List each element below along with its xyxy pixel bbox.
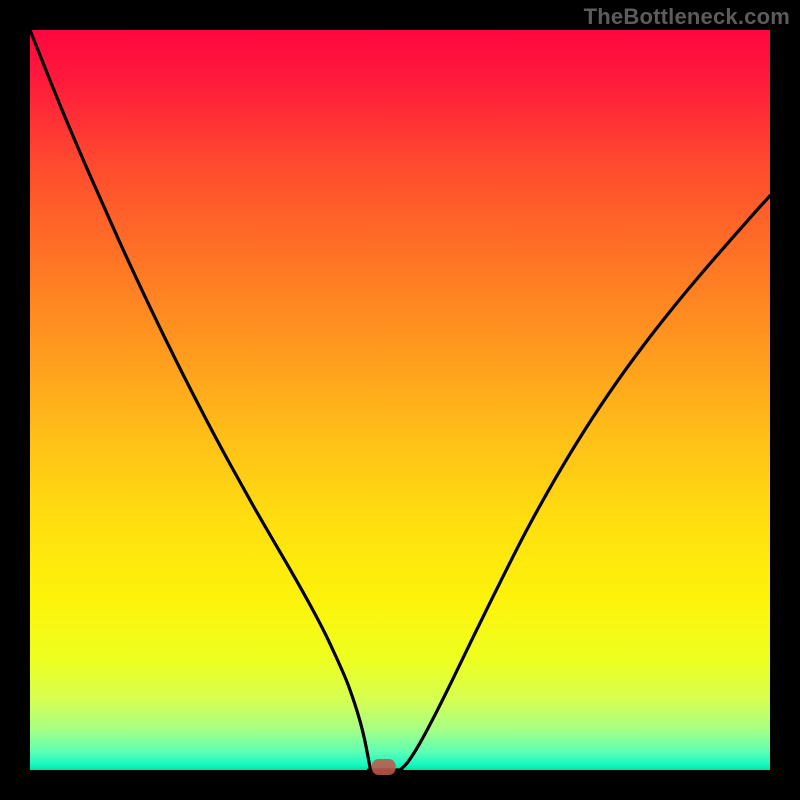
bottleneck-chart: [0, 0, 800, 800]
chart-frame: TheBottleneck.com: [0, 0, 800, 800]
optimum-marker: [372, 759, 396, 775]
watermark-label: TheBottleneck.com: [584, 4, 790, 30]
plot-background: [30, 30, 770, 770]
